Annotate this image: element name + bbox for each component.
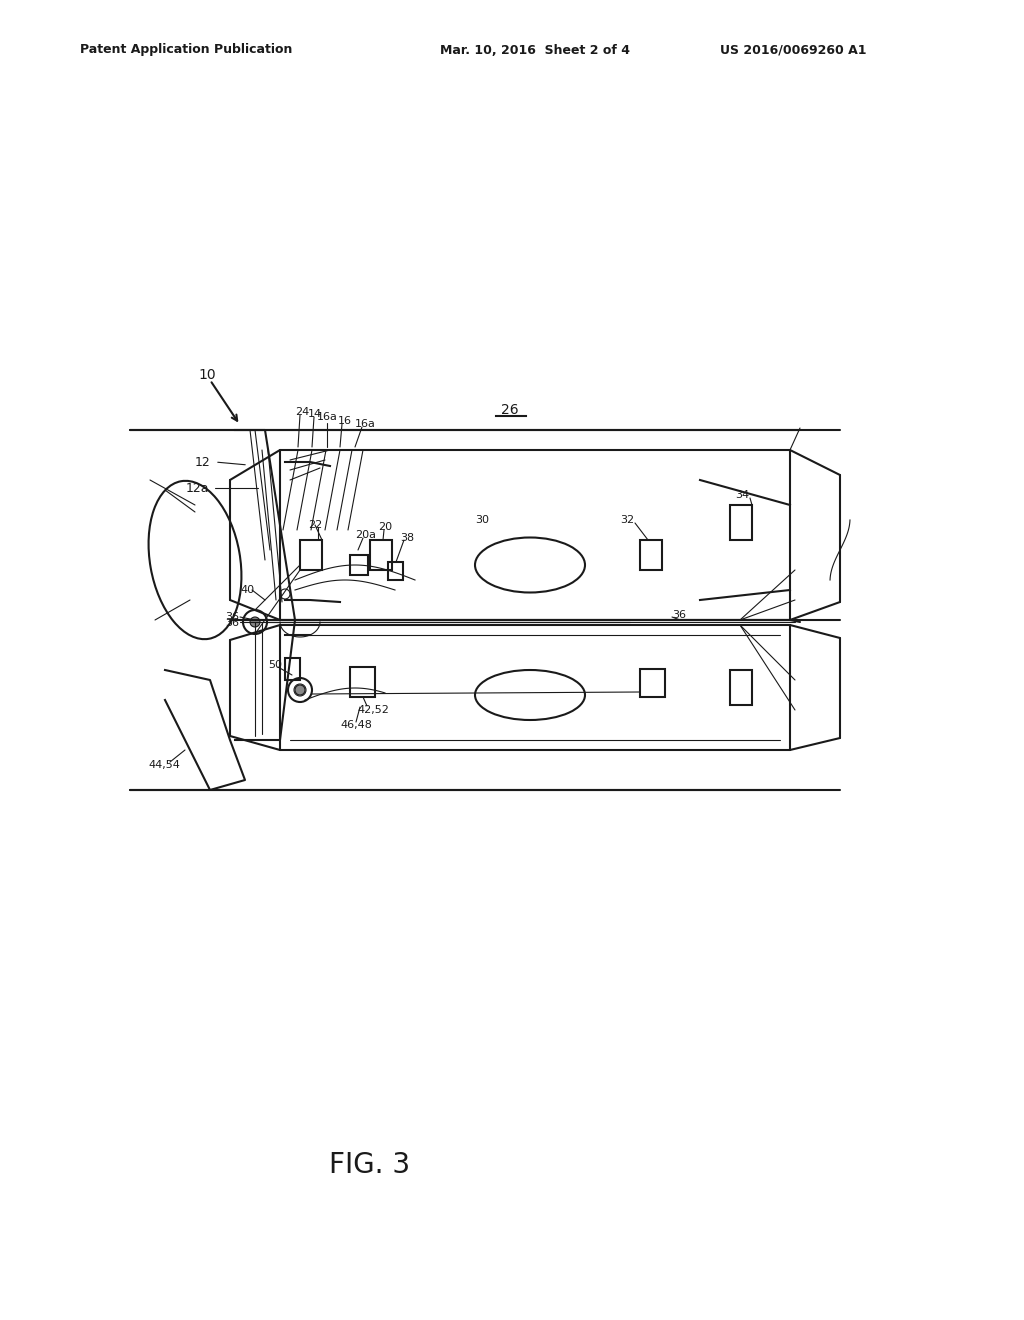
Text: 16a: 16a <box>317 412 338 422</box>
Text: 40: 40 <box>240 585 254 595</box>
Text: Patent Application Publication: Patent Application Publication <box>80 44 293 57</box>
Text: 50: 50 <box>268 660 282 671</box>
Circle shape <box>295 685 305 696</box>
Text: 12a: 12a <box>186 482 210 495</box>
Text: 16a: 16a <box>355 418 376 429</box>
Text: 38: 38 <box>400 533 414 543</box>
Text: 32: 32 <box>620 515 634 525</box>
Text: 20: 20 <box>378 521 392 532</box>
Text: 24: 24 <box>295 407 309 417</box>
Text: 16: 16 <box>338 416 352 426</box>
Text: 46,48: 46,48 <box>340 719 372 730</box>
Text: 36: 36 <box>225 618 239 628</box>
Text: 14: 14 <box>308 409 323 418</box>
Text: 12: 12 <box>195 455 211 469</box>
Text: 26: 26 <box>501 403 519 417</box>
Text: Mar. 10, 2016  Sheet 2 of 4: Mar. 10, 2016 Sheet 2 of 4 <box>440 44 630 57</box>
Text: FIG. 3: FIG. 3 <box>330 1151 411 1179</box>
Text: 30: 30 <box>475 515 489 525</box>
Circle shape <box>250 616 260 627</box>
Text: 22: 22 <box>308 520 323 531</box>
Text: 34: 34 <box>735 490 750 500</box>
Text: 36: 36 <box>672 610 686 620</box>
Text: 20a: 20a <box>355 531 376 540</box>
Text: 44,54: 44,54 <box>148 760 180 770</box>
Text: US 2016/0069260 A1: US 2016/0069260 A1 <box>720 44 866 57</box>
Text: 36: 36 <box>225 612 239 622</box>
Text: 42,52: 42,52 <box>357 705 389 715</box>
Text: 10: 10 <box>198 368 216 381</box>
